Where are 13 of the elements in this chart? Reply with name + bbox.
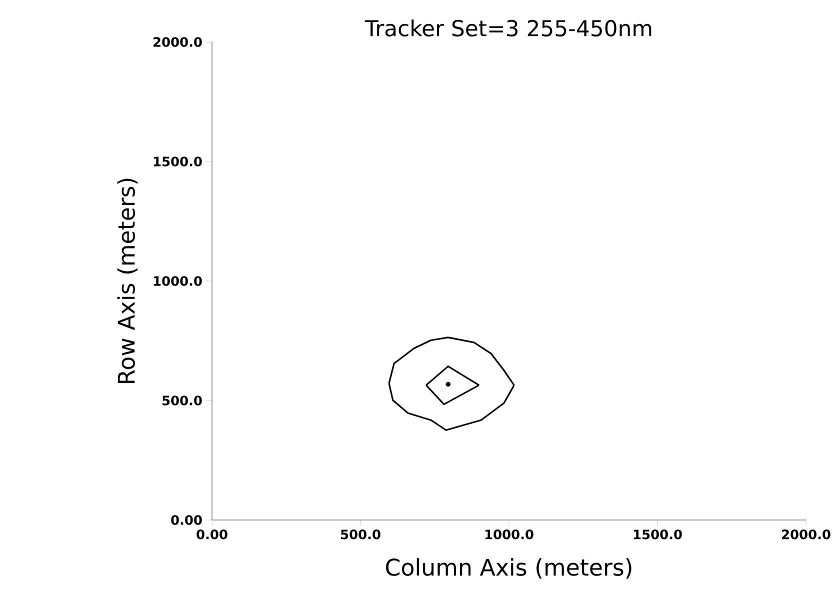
x-tick-label: 1000.0 [485, 530, 534, 540]
y-tick-label: 1000.0 [154, 276, 202, 286]
x-tick-label: 2000.0 [782, 530, 830, 540]
x-tick-label: 1500.0 [634, 530, 682, 540]
x-axis-title: Column Axis (meters) [386, 558, 632, 579]
y-tick-label: 0.00 [171, 515, 202, 525]
chart-title: Tracker Set=3 255-450nm [364, 20, 652, 36]
y-tick-label: 1500.0 [154, 156, 202, 166]
y-axis-title: Row Axis (meters) [117, 178, 138, 383]
x-tick-label: 500.0 [341, 530, 380, 540]
y-tick-label: 500.0 [162, 396, 202, 406]
y-tick-label: 2000.0 [154, 37, 202, 47]
x-tick-label: 0.00 [196, 530, 228, 540]
